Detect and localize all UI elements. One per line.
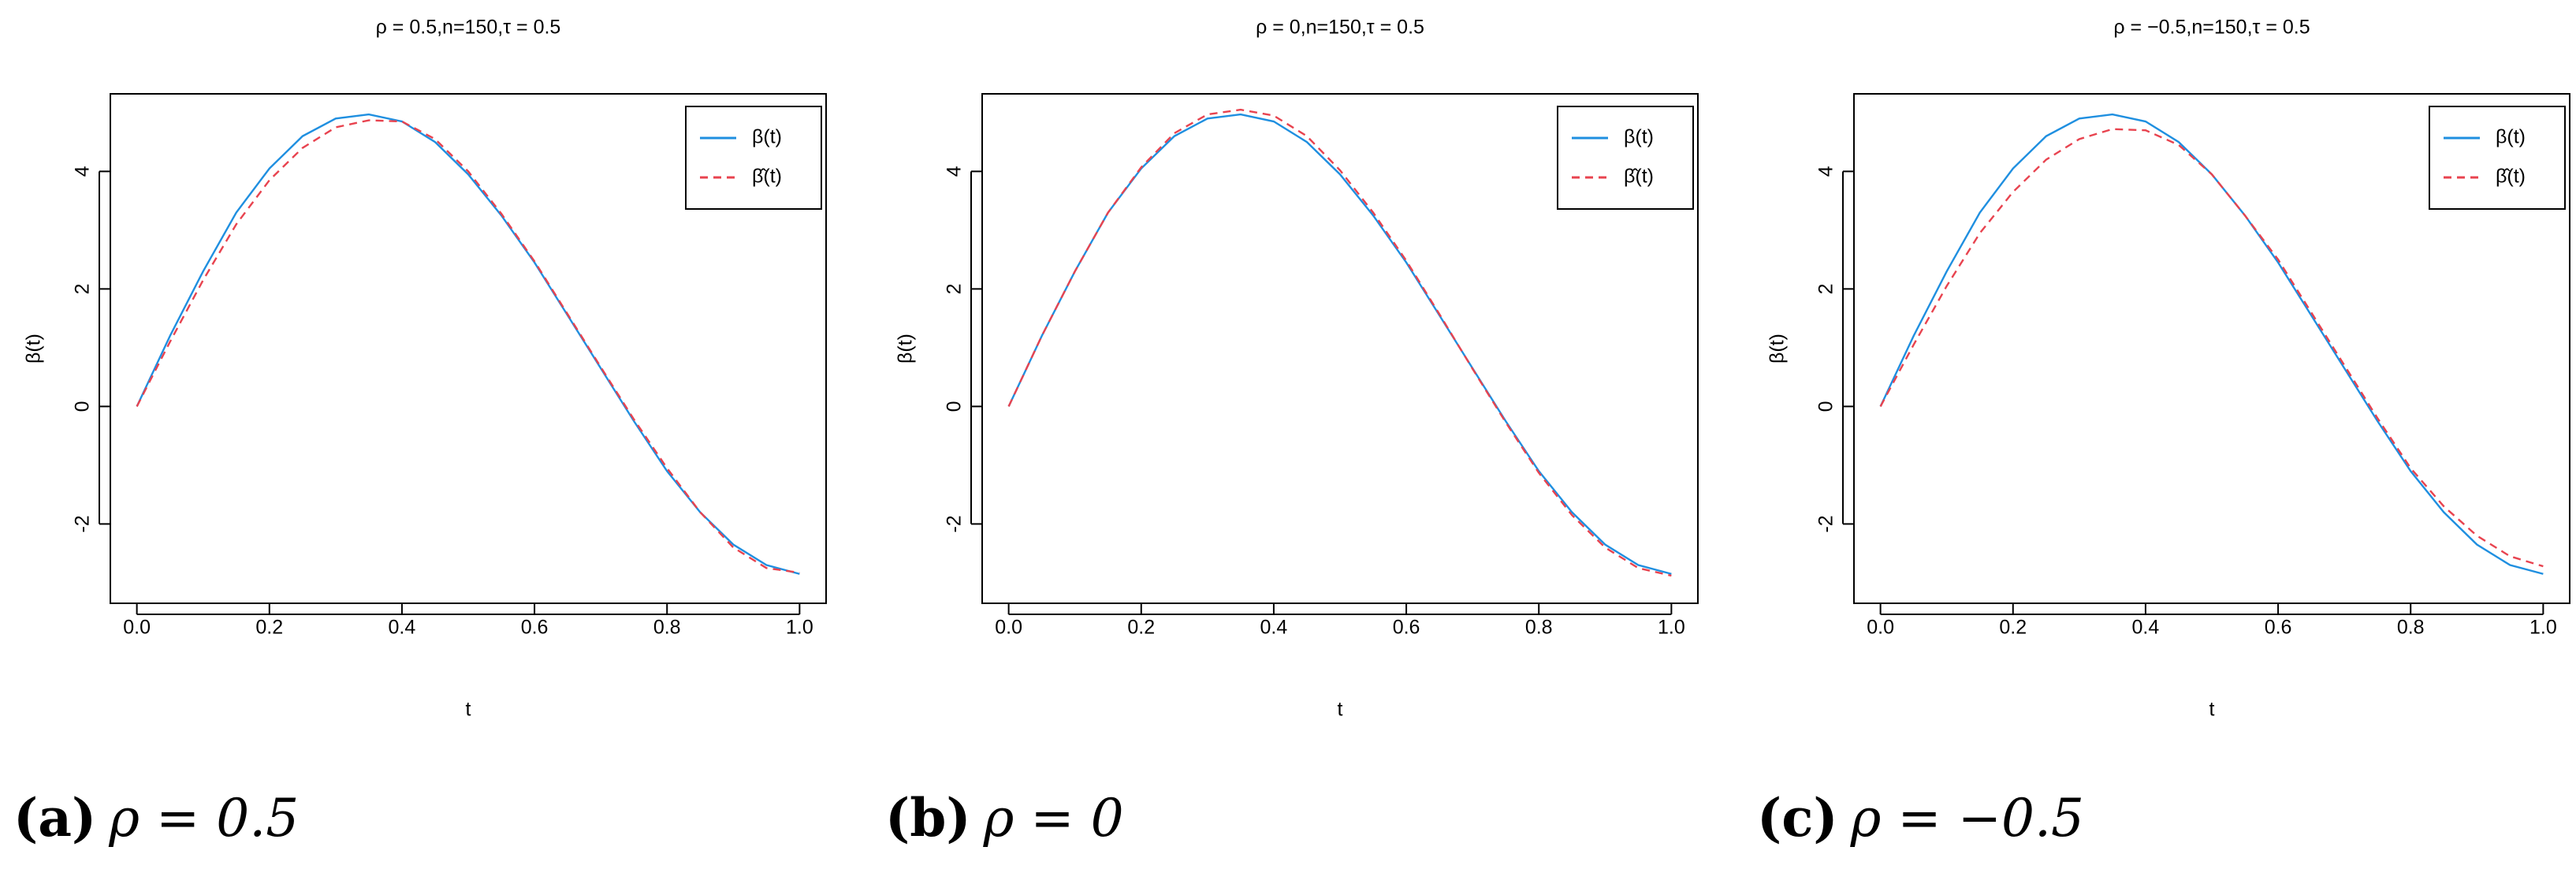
x-tick-label: 0.0 — [1867, 617, 1894, 639]
x-tick-label: 0.2 — [1999, 617, 2027, 639]
legend-box — [685, 106, 822, 210]
x-axis-label: t — [466, 699, 471, 721]
data-line — [136, 119, 800, 574]
x-tick-label: 0.4 — [389, 617, 416, 639]
y-tick-label: 2 — [944, 283, 966, 294]
x-tick-label: 0.6 — [2265, 617, 2292, 639]
y-axis-label: β(t) — [1766, 334, 1789, 364]
x-tick-label: 0.8 — [1525, 617, 1553, 639]
caption-text: ρ = 0.5 — [108, 788, 299, 849]
y-tick-label: 0 — [944, 401, 966, 412]
x-tick-label: 0.4 — [1260, 617, 1288, 639]
legend-label: β(t) — [752, 126, 782, 148]
legend-label: β̂(t) — [2496, 166, 2526, 188]
y-tick-label: 4 — [72, 166, 94, 177]
y-tick-label: 4 — [1815, 166, 1837, 177]
x-tick-label: 0.8 — [653, 617, 681, 639]
data-line — [1879, 128, 2544, 568]
x-tick-label: 0.2 — [255, 617, 283, 639]
x-tick-label: 0.0 — [995, 617, 1022, 639]
caption: (b) ρ = 0 — [885, 787, 1124, 849]
x-tick-label: 0.8 — [2397, 617, 2425, 639]
x-axis-label: t — [1338, 699, 1343, 721]
x-axis-label: t — [2209, 699, 2215, 721]
y-tick-label: 0 — [1815, 401, 1837, 412]
x-tick-label: 1.0 — [1658, 617, 1685, 639]
x-tick-label: 0.6 — [1393, 617, 1420, 639]
y-tick-label: 0 — [72, 401, 94, 412]
data-line — [1007, 113, 1672, 575]
y-tick-label: 2 — [72, 283, 94, 294]
plot-frame — [1853, 93, 2570, 604]
caption: (a) ρ = 0.5 — [13, 787, 299, 849]
plot-frame — [981, 93, 1699, 604]
y-tick-label: -2 — [944, 515, 966, 532]
caption-text: ρ = −0.5 — [1850, 788, 2084, 849]
chart-title: ρ = −0.5,n=150,τ = 0.5 — [2113, 17, 2310, 39]
legend-box — [1557, 106, 1694, 210]
caption: (c) ρ = −0.5 — [1757, 787, 2084, 849]
plot-frame — [110, 93, 827, 604]
y-tick-label: 4 — [944, 166, 966, 177]
data-line — [136, 113, 800, 575]
legend-box — [2429, 106, 2566, 210]
y-tick-label: -2 — [1815, 515, 1837, 532]
caption-tag: (c) — [1757, 787, 1838, 849]
legend-label: β̂(t) — [752, 166, 782, 188]
caption-tag: (b) — [885, 787, 971, 849]
chart-title: ρ = 0.5,n=150,τ = 0.5 — [376, 17, 561, 39]
x-tick-label: 1.0 — [786, 617, 813, 639]
x-tick-label: 0.4 — [2132, 617, 2160, 639]
legend-label: β(t) — [2496, 126, 2526, 148]
x-tick-label: 0.0 — [123, 617, 151, 639]
data-line — [1007, 108, 1672, 577]
legend-label: β̂(t) — [1624, 166, 1654, 188]
caption-tag: (a) — [13, 787, 96, 849]
legend-label: β(t) — [1624, 126, 1654, 148]
x-tick-label: 0.2 — [1127, 617, 1155, 639]
y-tick-label: -2 — [72, 515, 94, 532]
y-axis-label: β(t) — [895, 334, 917, 364]
chart-title: ρ = 0,n=150,τ = 0.5 — [1256, 17, 1424, 39]
x-tick-label: 0.6 — [521, 617, 549, 639]
y-axis-label: β(t) — [23, 334, 45, 364]
y-tick-label: 2 — [1815, 283, 1837, 294]
x-tick-label: 1.0 — [2529, 617, 2557, 639]
caption-text: ρ = 0 — [983, 788, 1124, 849]
